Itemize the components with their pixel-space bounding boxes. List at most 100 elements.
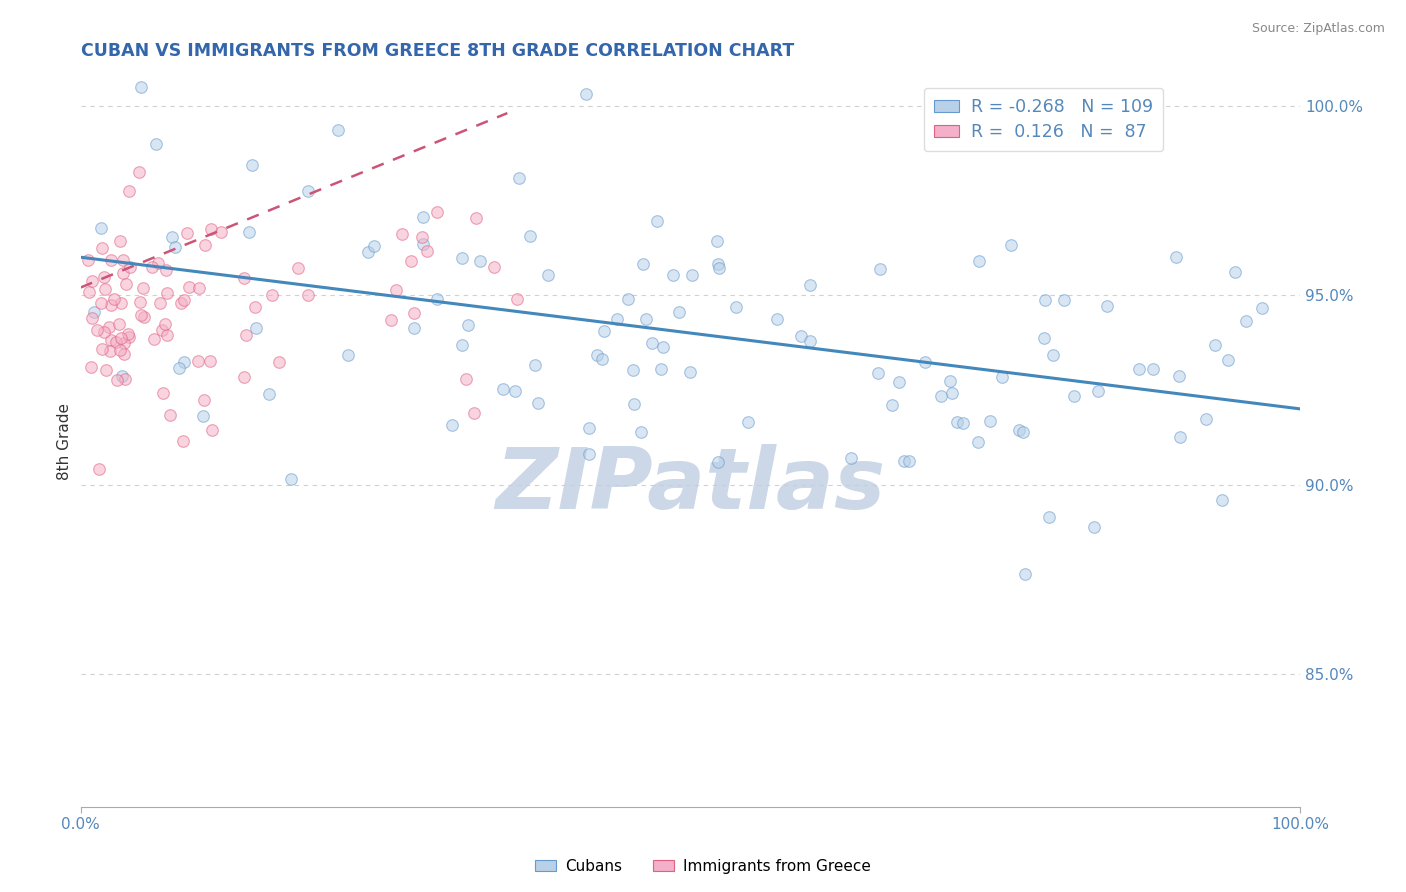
Point xyxy=(132,281,155,295)
Point xyxy=(91,240,114,254)
Point xyxy=(592,324,614,338)
Point xyxy=(402,306,425,320)
Point xyxy=(662,268,685,282)
Point xyxy=(173,355,195,369)
Point xyxy=(645,214,668,228)
Point xyxy=(77,285,100,299)
Point xyxy=(114,372,136,386)
Point xyxy=(156,285,179,300)
Point xyxy=(1008,423,1031,437)
Point xyxy=(179,279,201,293)
Point xyxy=(1000,238,1022,252)
Point xyxy=(1042,348,1064,362)
Point xyxy=(450,251,472,265)
Point xyxy=(929,389,952,403)
Point xyxy=(172,434,194,449)
Point xyxy=(914,355,936,369)
Point xyxy=(238,225,260,239)
Point xyxy=(148,256,170,270)
Point xyxy=(440,418,463,433)
Point xyxy=(201,423,224,437)
Point xyxy=(839,451,862,466)
Point xyxy=(681,268,703,282)
Point xyxy=(93,325,115,339)
Point xyxy=(1014,567,1036,582)
Point xyxy=(1128,362,1150,376)
Point xyxy=(110,234,132,248)
Point xyxy=(799,277,821,292)
Point xyxy=(152,386,174,401)
Point xyxy=(128,165,150,179)
Point xyxy=(191,409,214,424)
Point xyxy=(131,308,153,322)
Point xyxy=(297,288,319,302)
Point xyxy=(280,472,302,486)
Point xyxy=(170,296,193,310)
Point xyxy=(384,283,406,297)
Point xyxy=(952,416,974,430)
Point xyxy=(110,331,132,345)
Point xyxy=(1194,412,1216,426)
Point xyxy=(150,323,173,337)
Point xyxy=(117,326,139,341)
Point xyxy=(120,260,142,274)
Point xyxy=(141,260,163,274)
Point xyxy=(129,79,152,94)
Point xyxy=(112,252,135,267)
Point xyxy=(93,270,115,285)
Point xyxy=(232,370,254,384)
Point xyxy=(118,330,141,344)
Point xyxy=(967,434,990,449)
Point xyxy=(156,327,179,342)
Point xyxy=(1234,313,1257,327)
Point xyxy=(706,235,728,249)
Point xyxy=(98,319,121,334)
Point xyxy=(578,421,600,435)
Point xyxy=(1033,331,1056,345)
Point xyxy=(111,369,134,384)
Point xyxy=(1250,301,1272,315)
Point xyxy=(621,363,644,377)
Point xyxy=(160,229,183,244)
Point xyxy=(1038,509,1060,524)
Point xyxy=(87,462,110,476)
Point xyxy=(641,336,664,351)
Point xyxy=(650,361,672,376)
Legend: R = -0.268   N = 109, R =  0.126   N =  87: R = -0.268 N = 109, R = 0.126 N = 87 xyxy=(924,87,1163,152)
Point xyxy=(173,293,195,307)
Point xyxy=(243,300,266,314)
Point xyxy=(287,260,309,275)
Point xyxy=(492,382,515,396)
Point xyxy=(80,274,103,288)
Point xyxy=(402,320,425,334)
Point xyxy=(465,211,488,225)
Point xyxy=(326,123,349,137)
Point xyxy=(1011,425,1033,439)
Point xyxy=(1087,384,1109,399)
Point xyxy=(524,358,547,372)
Point xyxy=(357,245,380,260)
Point xyxy=(889,376,911,390)
Point xyxy=(176,226,198,240)
Point xyxy=(1142,362,1164,376)
Point xyxy=(630,425,652,439)
Point xyxy=(112,335,135,350)
Point xyxy=(454,371,477,385)
Point xyxy=(77,253,100,268)
Point xyxy=(391,227,413,241)
Point xyxy=(90,295,112,310)
Point xyxy=(790,328,813,343)
Point xyxy=(112,267,135,281)
Point xyxy=(706,455,728,469)
Point xyxy=(941,385,963,400)
Point xyxy=(110,295,132,310)
Point xyxy=(93,282,115,296)
Point xyxy=(893,454,915,468)
Point xyxy=(107,373,129,387)
Point xyxy=(766,312,789,326)
Point xyxy=(155,263,177,277)
Point xyxy=(187,281,209,295)
Y-axis label: 8th Grade: 8th Grade xyxy=(58,402,72,480)
Point xyxy=(537,268,560,282)
Point xyxy=(668,304,690,318)
